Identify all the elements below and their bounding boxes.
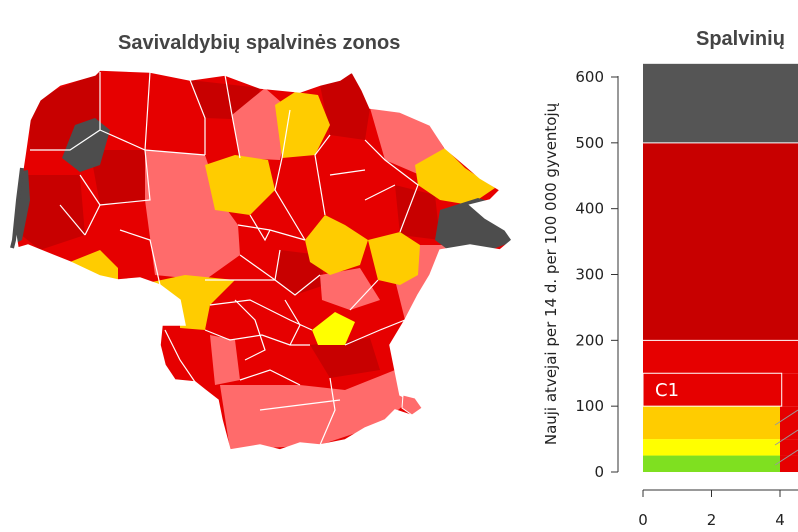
chart-bands: C1 <box>642 63 798 472</box>
y-tick-label: 300 <box>575 266 604 284</box>
map-region <box>90 150 150 205</box>
map-region <box>310 338 380 378</box>
map-region <box>320 268 380 310</box>
map-title: Savivaldybių spalvinės zonos <box>118 32 401 54</box>
x-ticks: 0 2 4 <box>638 490 785 529</box>
map-region <box>368 232 420 285</box>
map-region <box>15 175 85 250</box>
band-6 <box>643 63 798 143</box>
band-5 <box>643 142 798 341</box>
y-tick-label: 400 <box>575 200 604 218</box>
curonian-spit <box>10 167 24 249</box>
leader-lines <box>774 409 798 466</box>
leader-line <box>774 449 798 466</box>
y-tick-label: 500 <box>575 134 604 152</box>
y-tick-label: 100 <box>575 397 604 415</box>
map-region <box>275 92 330 158</box>
map-region <box>320 72 370 140</box>
x-tick-label: 4 <box>775 511 785 529</box>
map-region <box>70 250 118 282</box>
band-1-right <box>780 439 798 456</box>
map-region <box>370 108 445 175</box>
map-region <box>401 394 423 416</box>
band-2 <box>643 406 780 440</box>
map-regions <box>15 70 512 450</box>
leader-line <box>774 409 798 426</box>
region-borders <box>30 71 419 446</box>
map-region <box>145 150 240 280</box>
map-region <box>312 312 355 345</box>
band-0 <box>643 455 780 472</box>
map-region <box>152 275 235 330</box>
chart-title: Spalvinių <box>696 28 785 50</box>
chart-area: C1 0 100 200 300 400 500 600 0 2 4 Nauji atvejai… <box>542 63 798 529</box>
y-tick-label: 0 <box>594 463 604 481</box>
map-region <box>205 155 275 215</box>
y-axis-label: Nauji atvejai per 14 d. per 100 000 gyve… <box>542 102 560 445</box>
y-tick-label: 200 <box>575 331 604 349</box>
x-tick-label: 0 <box>638 511 648 529</box>
map-region <box>415 148 495 205</box>
band-2-right <box>780 406 798 440</box>
y-tick-label: 600 <box>575 68 604 86</box>
c1-box <box>642 372 783 407</box>
band-3 <box>643 373 798 407</box>
map-region <box>210 335 240 385</box>
map-region <box>395 185 440 240</box>
x-tick-label: 2 <box>707 511 717 529</box>
map-region <box>305 215 368 275</box>
y-ticks: 0 100 200 300 400 500 600 <box>575 68 618 481</box>
band-label-c1: C1 <box>655 380 679 401</box>
leader-line <box>774 429 798 446</box>
band-0-right <box>780 455 798 472</box>
lithuania-map <box>10 69 513 451</box>
band-1 <box>643 439 780 456</box>
band-4 <box>643 340 798 374</box>
